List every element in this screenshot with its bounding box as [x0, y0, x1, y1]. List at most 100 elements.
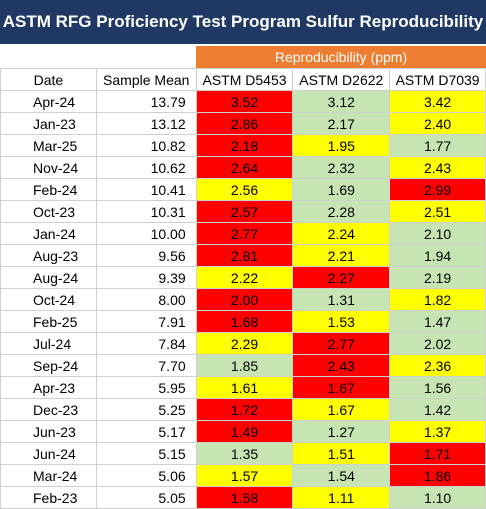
header-blank-cell[interactable]	[0, 46, 196, 68]
astm-d5453-cell[interactable]: 3.52	[195, 90, 294, 113]
astm-d2622-cell[interactable]: 1.53	[292, 310, 391, 333]
astm-d7039-cell[interactable]: 1.42	[389, 398, 486, 421]
astm-d2622-cell[interactable]: 1.54	[292, 464, 391, 487]
date-cell[interactable]: Nov-24	[0, 156, 97, 179]
astm-d2622-cell[interactable]: 1.67	[292, 398, 391, 421]
date-cell[interactable]: Jul-24	[0, 332, 97, 355]
astm-d5453-cell[interactable]: 1.72	[195, 398, 294, 421]
date-cell[interactable]: Sep-24	[0, 354, 97, 377]
sample-mean-cell[interactable]: 5.15	[95, 442, 197, 465]
date-cell[interactable]: Jun-23	[0, 420, 97, 443]
sample-mean-cell[interactable]: 5.95	[95, 376, 197, 399]
astm-d7039-cell[interactable]: 1.10	[389, 486, 486, 509]
astm-d5453-cell[interactable]: 1.68	[195, 310, 294, 333]
astm-d5453-cell[interactable]: 2.56	[195, 178, 294, 201]
astm-d5453-cell[interactable]: 2.22	[195, 266, 294, 289]
astm-d5453-cell[interactable]: 2.57	[195, 200, 294, 223]
date-cell[interactable]: Feb-24	[0, 178, 97, 201]
sample-mean-cell[interactable]: 7.84	[95, 332, 197, 355]
date-cell[interactable]: Aug-23	[0, 244, 97, 267]
astm-d7039-cell[interactable]: 1.82	[389, 288, 486, 311]
astm-d2622-cell[interactable]: 2.43	[292, 354, 391, 377]
astm-d2622-cell[interactable]: 1.27	[292, 420, 391, 443]
astm-d2622-cell[interactable]: 2.24	[292, 222, 391, 245]
astm-d7039-cell[interactable]: 2.02	[389, 332, 486, 355]
column-header-date[interactable]: Date	[0, 68, 97, 91]
astm-d7039-cell[interactable]: 3.42	[389, 90, 486, 113]
astm-d7039-cell[interactable]: 1.37	[389, 420, 486, 443]
astm-d7039-cell[interactable]: 1.47	[389, 310, 486, 333]
sample-mean-cell[interactable]: 7.91	[95, 310, 197, 333]
sample-mean-cell[interactable]: 10.82	[95, 134, 197, 157]
date-cell[interactable]: Mar-25	[0, 134, 97, 157]
astm-d5453-cell[interactable]: 1.49	[195, 420, 294, 443]
sample-mean-cell[interactable]: 10.00	[95, 222, 197, 245]
astm-d5453-cell[interactable]: 2.77	[195, 222, 294, 245]
astm-d7039-cell[interactable]: 2.10	[389, 222, 486, 245]
astm-d7039-cell[interactable]: 2.43	[389, 156, 486, 179]
date-cell[interactable]: Apr-24	[0, 90, 97, 113]
sample-mean-cell[interactable]: 13.79	[95, 90, 197, 113]
sample-mean-cell[interactable]: 10.62	[95, 156, 197, 179]
sample-mean-cell[interactable]: 5.05	[95, 486, 197, 509]
astm-d7039-cell[interactable]: 2.51	[389, 200, 486, 223]
astm-d7039-cell[interactable]: 2.36	[389, 354, 486, 377]
column-header-sample-mean[interactable]: Sample Mean	[95, 68, 197, 91]
astm-d5453-cell[interactable]: 1.57	[195, 464, 294, 487]
astm-d5453-cell[interactable]: 2.29	[195, 332, 294, 355]
astm-d7039-cell[interactable]: 1.77	[389, 134, 486, 157]
column-header-astm-d2622[interactable]: ASTM D2622	[292, 68, 391, 91]
astm-d2622-cell[interactable]: 2.32	[292, 156, 391, 179]
astm-d5453-cell[interactable]: 2.64	[195, 156, 294, 179]
astm-d7039-cell[interactable]: 1.71	[389, 442, 486, 465]
astm-d2622-cell[interactable]: 1.95	[292, 134, 391, 157]
astm-d2622-cell[interactable]: 1.31	[292, 288, 391, 311]
date-cell[interactable]: Feb-23	[0, 486, 97, 509]
column-header-astm-d5453[interactable]: ASTM D5453	[195, 68, 294, 91]
date-cell[interactable]: Oct-23	[0, 200, 97, 223]
astm-d5453-cell[interactable]: 2.86	[195, 112, 294, 135]
astm-d2622-cell[interactable]: 1.11	[292, 486, 391, 509]
astm-d5453-cell[interactable]: 1.35	[195, 442, 294, 465]
sample-mean-cell[interactable]: 10.31	[95, 200, 197, 223]
astm-d5453-cell[interactable]: 1.61	[195, 376, 294, 399]
date-cell[interactable]: Jun-24	[0, 442, 97, 465]
sample-mean-cell[interactable]: 5.17	[95, 420, 197, 443]
sample-mean-cell[interactable]: 5.25	[95, 398, 197, 421]
astm-d2622-cell[interactable]: 2.77	[292, 332, 391, 355]
astm-d5453-cell[interactable]: 2.00	[195, 288, 294, 311]
astm-d2622-cell[interactable]: 1.67	[292, 376, 391, 399]
column-header-astm-d7039[interactable]: ASTM D7039	[389, 68, 486, 91]
astm-d7039-cell[interactable]: 2.40	[389, 112, 486, 135]
sample-mean-cell[interactable]: 9.39	[95, 266, 197, 289]
astm-d7039-cell[interactable]: 2.99	[389, 178, 486, 201]
astm-d2622-cell[interactable]: 2.28	[292, 200, 391, 223]
astm-d5453-cell[interactable]: 1.85	[195, 354, 294, 377]
astm-d2622-cell[interactable]: 1.69	[292, 178, 391, 201]
astm-d7039-cell[interactable]: 1.56	[389, 376, 486, 399]
date-cell[interactable]: Mar-24	[0, 464, 97, 487]
astm-d2622-cell[interactable]: 2.17	[292, 112, 391, 135]
date-cell[interactable]: Oct-24	[0, 288, 97, 311]
astm-d2622-cell[interactable]: 2.21	[292, 244, 391, 267]
sample-mean-cell[interactable]: 7.70	[95, 354, 197, 377]
date-cell[interactable]: Jan-24	[0, 222, 97, 245]
astm-d7039-cell[interactable]: 1.94	[389, 244, 486, 267]
astm-d2622-cell[interactable]: 1.51	[292, 442, 391, 465]
date-cell[interactable]: Dec-23	[0, 398, 97, 421]
astm-d7039-cell[interactable]: 2.19	[389, 266, 486, 289]
date-cell[interactable]: Apr-23	[0, 376, 97, 399]
astm-d2622-cell[interactable]: 3.12	[292, 90, 391, 113]
sample-mean-cell[interactable]: 8.00	[95, 288, 197, 311]
date-cell[interactable]: Aug-24	[0, 266, 97, 289]
date-cell[interactable]: Jan-23	[0, 112, 97, 135]
sample-mean-cell[interactable]: 13.12	[95, 112, 197, 135]
date-cell[interactable]: Feb-25	[0, 310, 97, 333]
reproducibility-group-header[interactable]: Reproducibility (ppm)	[196, 46, 486, 68]
astm-d7039-cell[interactable]: 1.86	[389, 464, 486, 487]
sample-mean-cell[interactable]: 5.06	[95, 464, 197, 487]
astm-d5453-cell[interactable]: 1.58	[195, 486, 294, 509]
sample-mean-cell[interactable]: 9.56	[95, 244, 197, 267]
astm-d5453-cell[interactable]: 2.18	[195, 134, 294, 157]
sample-mean-cell[interactable]: 10.41	[95, 178, 197, 201]
